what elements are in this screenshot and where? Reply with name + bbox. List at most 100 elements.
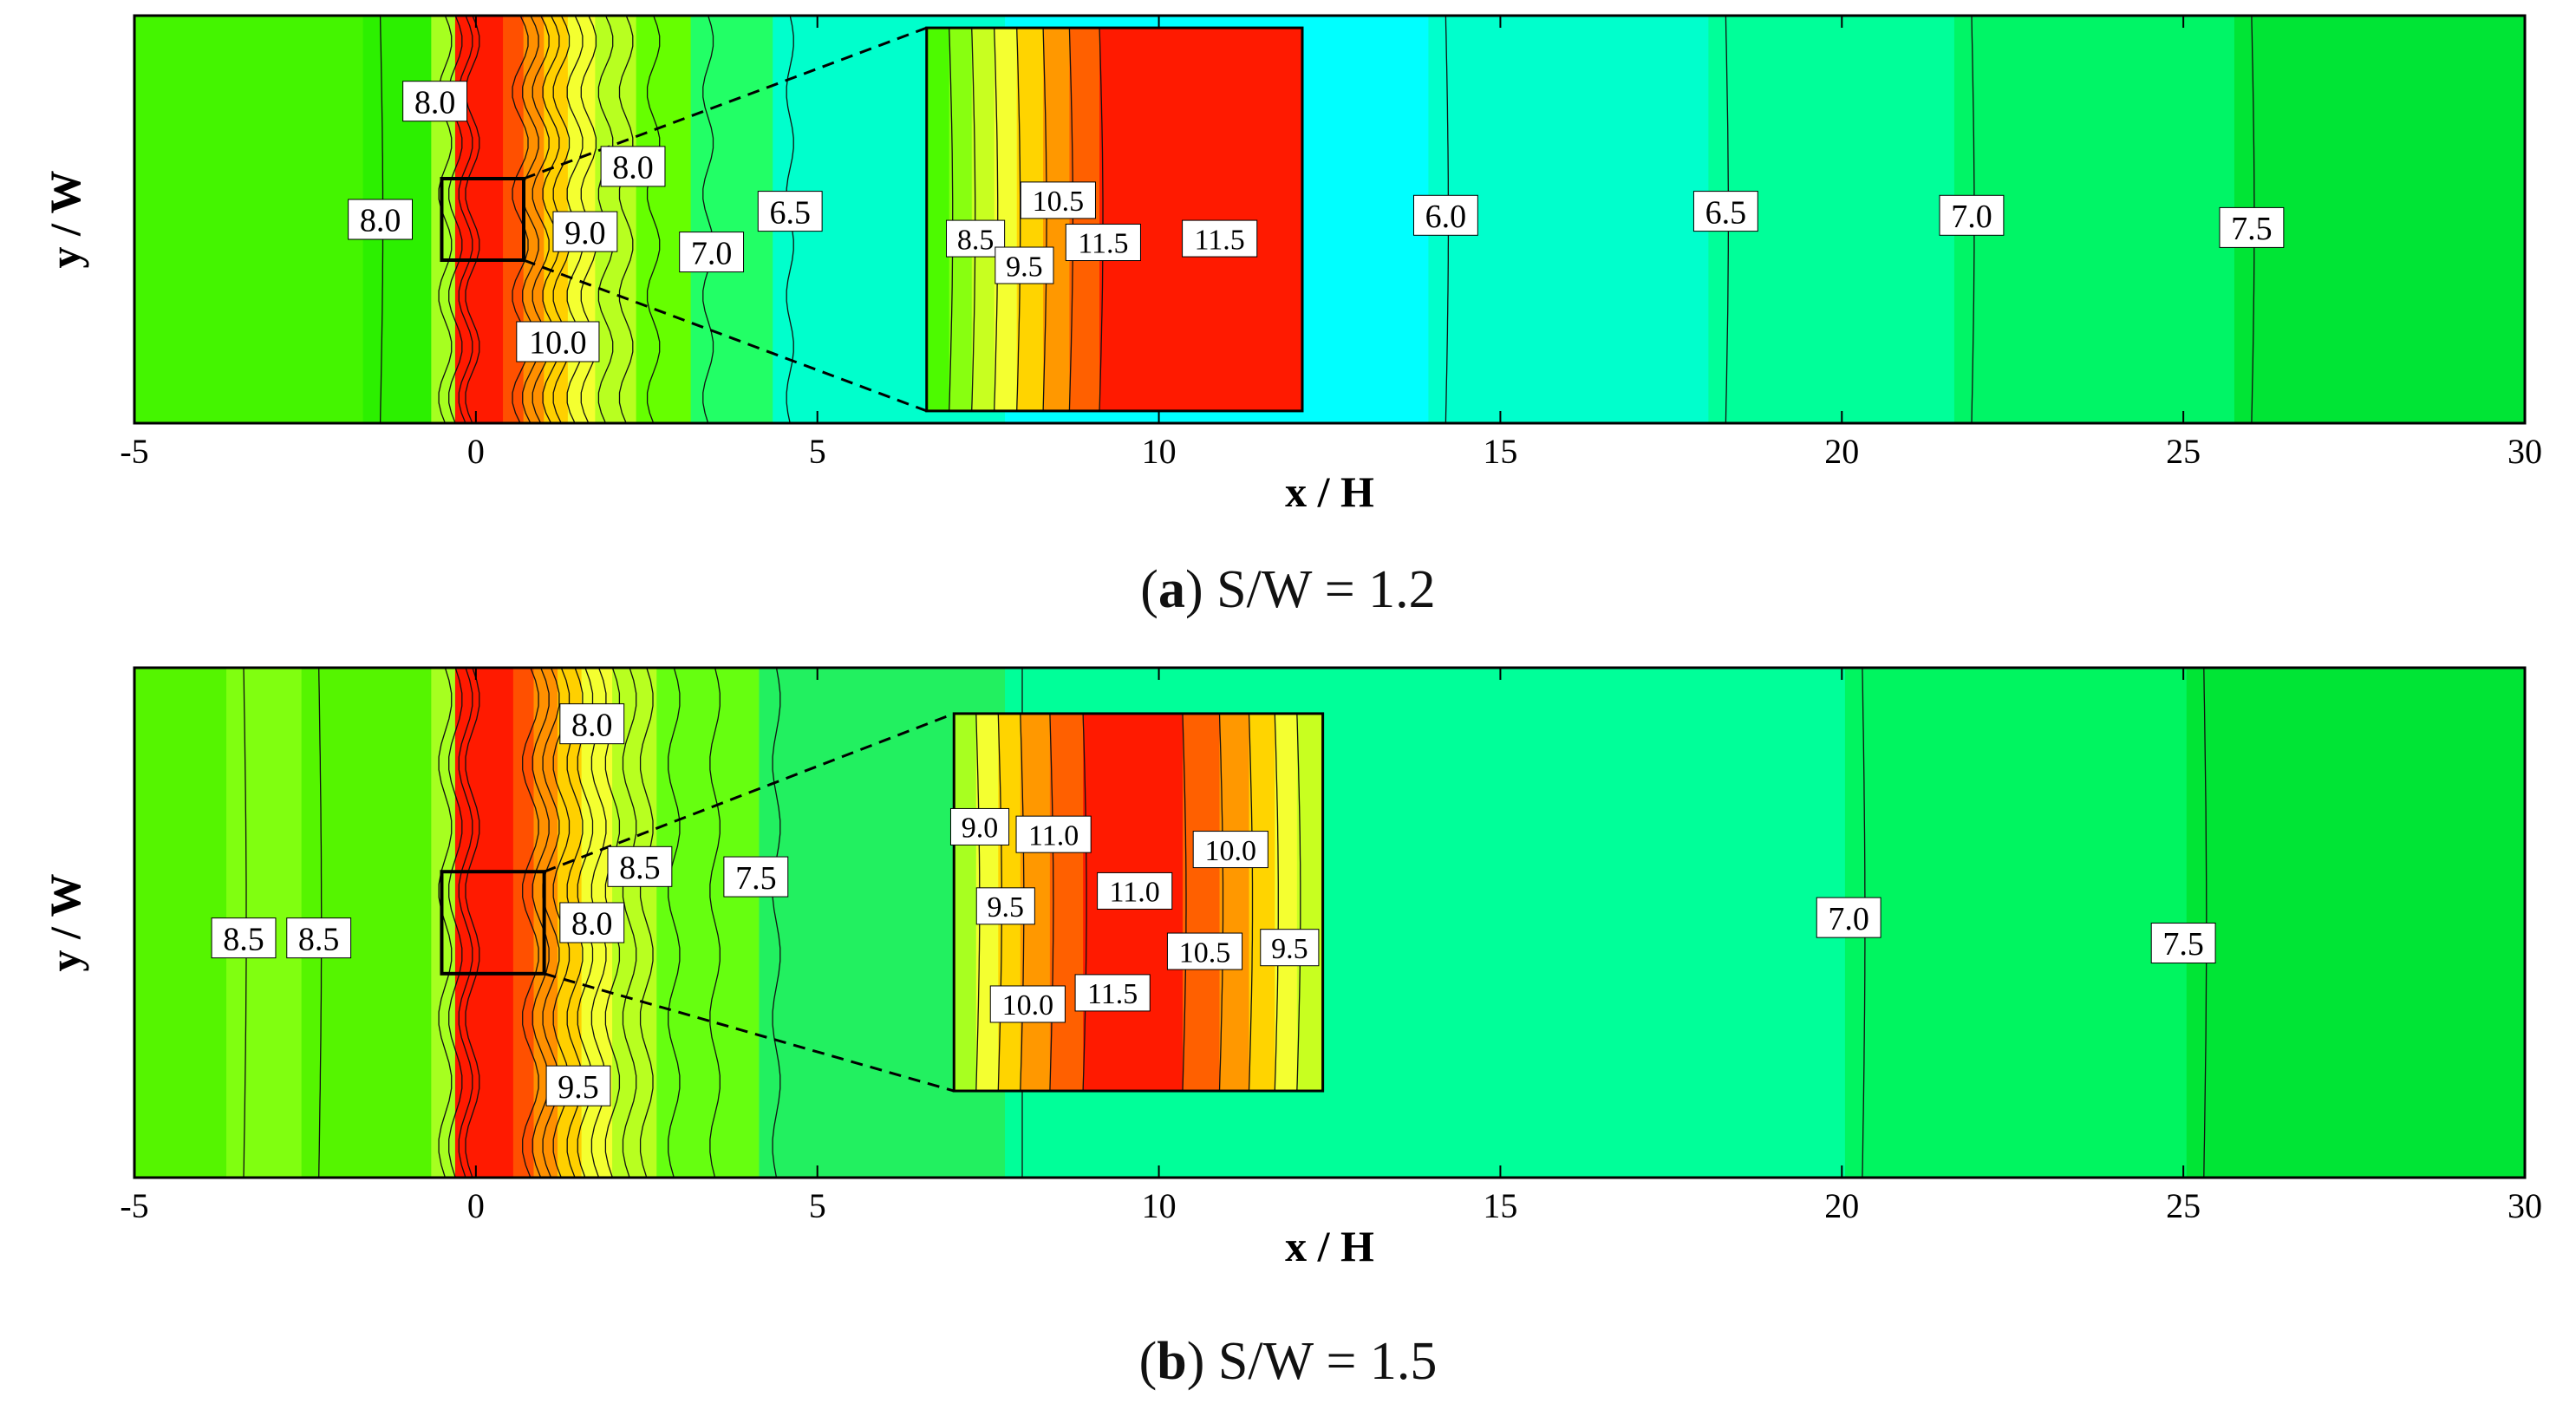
inset-label-5-box — [1166, 932, 1243, 970]
inset-label-1: 10.5 — [1020, 181, 1096, 219]
inset-contour-6 — [1182, 713, 1187, 1092]
contour-label-9: 7.0 — [1939, 194, 2005, 236]
x-tick-label-1: 0 — [467, 432, 485, 471]
contour-label-9-box — [1939, 194, 2005, 236]
inset-band-0 — [954, 713, 977, 1092]
contour-label-5: 7.5 — [723, 856, 789, 898]
inset-label-4-box — [1097, 871, 1173, 910]
inset-band-6 — [1069, 28, 1100, 411]
contour-label-1-text: 8.5 — [298, 921, 340, 957]
inset-label-1-box — [1015, 815, 1092, 853]
contour-label-1: 8.0 — [402, 81, 468, 122]
contour-band-13 — [1428, 16, 1729, 423]
contour-label-5-box — [723, 856, 789, 898]
contour-plot-b: 9.0 11.0 10.09.5 11.010.5 9.510.0 11.58.5 8.58… — [41, 666, 2542, 1270]
contour-label-4-text: 8.0 — [571, 906, 613, 943]
inset-label-3: 9.5 — [975, 887, 1035, 925]
inset-contour-8 — [1248, 713, 1254, 1092]
contour-label-5-box — [757, 191, 823, 232]
inset-label-2-text: 10.0 — [1205, 835, 1257, 867]
contour-label-1-text: 8.0 — [414, 84, 456, 121]
contour-label-8-text: 7.5 — [2162, 926, 2204, 963]
inset-frame — [925, 26, 1304, 413]
inset-contour-10 — [1296, 713, 1301, 1092]
contour-band-0 — [134, 16, 383, 423]
inset-band-7 — [1099, 28, 1303, 411]
inset-label-4-box — [1182, 219, 1258, 258]
axes-frame-b — [133, 666, 2527, 1179]
inset-label-6-box — [1260, 929, 1320, 967]
inset-band-5 — [1043, 28, 1070, 411]
inset-contour-9 — [1274, 713, 1279, 1092]
contour-label-2-box — [559, 703, 625, 745]
contour-label-7: 6.0 — [1412, 194, 1478, 236]
contour-label-4-box — [679, 232, 745, 273]
inset-label-3: 11.5 — [1065, 224, 1141, 262]
inset-contour-3 — [994, 28, 999, 411]
contour-label-8: 6.5 — [1692, 191, 1758, 232]
inset-label-4: 11.0 — [1097, 871, 1173, 910]
inset-label-2-box — [1192, 831, 1268, 869]
inset-frame — [952, 712, 1325, 1093]
inset-label-6: 9.5 — [1260, 929, 1320, 967]
contour-line-15 — [639, 668, 654, 1178]
contour-label-5-text: 6.5 — [769, 194, 811, 231]
contour-label-9-text: 7.0 — [1951, 199, 1992, 235]
inset-label-1-text: 11.0 — [1028, 819, 1079, 852]
x-tick-label-3: 10 — [1142, 1186, 1177, 1225]
contour-plot-a: 8.510.59.511.5 11.58.08.08.09.07.06.510.0… — [41, 14, 2542, 516]
inset-label-4-text: 11.5 — [1195, 224, 1245, 256]
x-tick-label-7: 30 — [2508, 1186, 2542, 1225]
contour-label-2: 8.0 — [559, 703, 625, 745]
inset-band-4 — [1049, 713, 1084, 1092]
inset-label-0-text: 9.0 — [962, 813, 999, 845]
contour-band-14 — [2186, 668, 2525, 1178]
contour-label-2-text: 8.0 — [612, 150, 654, 186]
inset-label-2-text: 9.5 — [1006, 251, 1043, 283]
contour-line-13 — [618, 16, 634, 423]
inset-label-2: 10.0 — [1192, 831, 1268, 869]
contour-label-8-box — [2150, 923, 2216, 964]
inset-contour-4 — [1049, 713, 1054, 1092]
zoom-connector-bottom — [523, 258, 928, 413]
x-axis-label-a: x / H — [1285, 467, 1374, 516]
inset-label-4-text: 11.0 — [1110, 877, 1160, 909]
x-tick-label-6: 25 — [2166, 432, 2201, 471]
contour-label-3-text: 9.0 — [564, 215, 606, 251]
plot-area-a — [134, 16, 2525, 423]
contour-label-6-box — [545, 1065, 611, 1106]
inset-label-1-text: 10.5 — [1033, 186, 1085, 218]
contour-label-2-text: 8.0 — [571, 707, 613, 743]
inset-label-5-text: 10.5 — [1179, 937, 1231, 969]
inset-label-1-box — [1020, 181, 1096, 219]
contour-label-0-text: 8.0 — [360, 203, 401, 239]
caption-b: (b) S/W = 1.5 — [1138, 1332, 1438, 1391]
contour-label-3: 9.0 — [552, 211, 618, 252]
contour-band-10 — [656, 668, 780, 1178]
inset-contour-7 — [1218, 713, 1224, 1092]
contour-line-18 — [772, 668, 781, 1178]
axes-frame-a — [133, 14, 2527, 425]
x-axis-label-b: x / H — [1285, 1222, 1374, 1270]
contour-label-4-box — [559, 902, 625, 943]
contour-label-2: 8.0 — [600, 146, 666, 187]
inset-band-7 — [1219, 713, 1250, 1092]
contour-label-5: 6.5 — [757, 191, 823, 232]
contour-line-4 — [458, 668, 473, 1178]
contour-label-6-box — [516, 321, 600, 362]
inset-label-4: 11.5 — [1182, 219, 1258, 258]
caption-a-text: S/W = 1.2 — [1216, 560, 1436, 619]
inset-label-0: 9.0 — [949, 807, 1010, 845]
inset-band-4 — [1016, 28, 1044, 411]
x-tick-label-4: 15 — [1483, 432, 1517, 471]
contour-label-0-box — [211, 917, 277, 959]
caption-b-letter: b — [1157, 1332, 1187, 1391]
contour-label-7: 7.0 — [1816, 897, 1881, 938]
inset-label-8-box — [1074, 974, 1151, 1012]
zoom-connector-top — [544, 712, 955, 873]
contour-label-4: 8.0 — [559, 902, 625, 943]
x-tick-label-1: 0 — [467, 1186, 485, 1225]
contour-label-3-text: 8.5 — [619, 850, 661, 886]
inset-a: 8.5 10.5 9.5 11.5 11.5 — [925, 26, 1304, 413]
contour-label-0-text: 8.5 — [223, 921, 264, 957]
